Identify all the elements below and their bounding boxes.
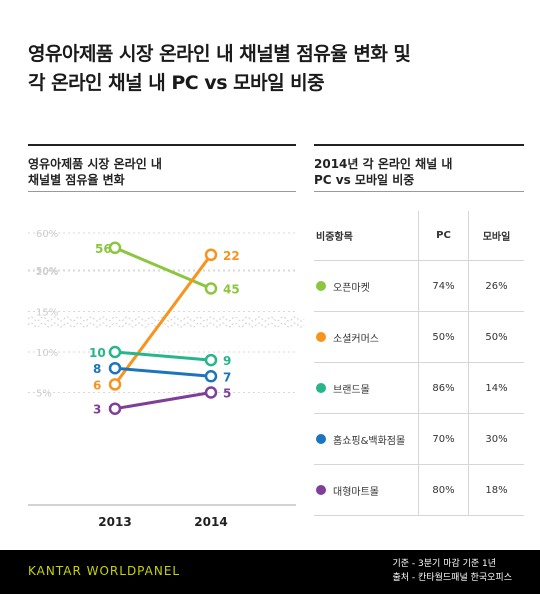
data-point-homeshopping (204, 370, 218, 383)
data-label-social: 22 (223, 249, 240, 263)
chart-title-line2: 채널별 점유율 변화 (28, 173, 125, 187)
row-mobile-share: 50% (468, 312, 524, 362)
row-mobile-share: 18% (468, 465, 524, 515)
series-line-large (114, 391, 212, 411)
line-chart: 5% 10% 15% 20%50% 60% 56 45 6 22 10 9 8 7 3 5 2013 2014 (27, 229, 305, 529)
table-row: 홈쇼핑&백화점몰 70% 30% (314, 414, 524, 465)
y-tick-label: 10% (36, 348, 58, 359)
channel-name: 소셜커머스 (333, 333, 379, 345)
y-tick-label: 60% (36, 229, 58, 240)
channel-name: 오픈마켓 (333, 282, 370, 294)
y-tick-label: 5% (36, 389, 52, 400)
pc-mobile-table: 비중항목 PC 모바일 오픈마켓 74% 26% 소셜커머스 50% 50% 브랜드몰 86%… (314, 211, 524, 516)
data-label-social: 6 (93, 378, 101, 392)
y-tick-label: 20% (36, 267, 58, 278)
table-row: 오픈마켓 74% 26% (314, 261, 524, 312)
legend-dot (316, 281, 326, 291)
y-tick-label: 15% (36, 308, 58, 319)
table-title: 2014년 각 온라인 채널 내 PC vs 모바일 비중 (314, 156, 524, 188)
legend-dot (316, 332, 326, 342)
data-point-large (108, 402, 122, 415)
row-mobile-share: 30% (468, 414, 524, 464)
row-pc-share: 50% (418, 312, 468, 362)
table-title-line2: PC vs 모바일 비중 (314, 173, 415, 187)
y-tick-label: 50% (36, 266, 58, 277)
series-line-homeshopping (114, 366, 212, 378)
legend-dot (316, 485, 326, 495)
source-origin: 출처 - 칸타월드패널 한국오피스 (392, 573, 512, 583)
header-pc: PC (418, 211, 468, 260)
data-point-social (108, 378, 122, 391)
row-channel: 소셜커머스 (314, 330, 418, 345)
data-label-opemarket: 56 (95, 242, 112, 256)
legend-dot (316, 434, 326, 444)
table-title-line1: 2014년 각 온라인 채널 내 (314, 157, 453, 171)
page-title-line1: 영유아제품 시장 온라인 내 채널별 점유율 변화 및 (28, 43, 411, 65)
data-label-brand: 10 (89, 346, 106, 360)
page-title: 영유아제품 시장 온라인 내 채널별 점유율 변화 및 각 온라인 채널 내 P… (28, 40, 518, 98)
data-point-large (204, 386, 218, 399)
channel-name: 홈쇼핑&백화점몰 (333, 435, 406, 447)
channel-name: 브랜드몰 (333, 384, 370, 396)
table-row: 소셜커머스 50% 50% (314, 312, 524, 363)
data-point-brand (108, 345, 122, 359)
row-pc-share: 70% (418, 414, 468, 464)
left-title-rule (28, 191, 296, 192)
row-pc-share: 74% (418, 261, 468, 311)
table-row: 브랜드몰 86% 14% (314, 363, 524, 414)
left-section-rule (28, 144, 296, 146)
channel-name: 대형마트몰 (333, 486, 379, 498)
chart-title-line1: 영유아제품 시장 온라인 내 (28, 157, 162, 171)
data-label-brand: 9 (223, 354, 231, 368)
data-point-opemarket (204, 282, 218, 295)
series-line-opemarket (114, 246, 212, 290)
x-tick-label: 2014 (194, 515, 227, 529)
right-section-rule (314, 144, 524, 146)
series-line-social (113, 253, 213, 386)
header-category: 비중항목 (316, 232, 353, 243)
page-title-line2: 각 온라인 채널 내 PC vs 모바일 비중 (28, 72, 325, 94)
data-point-brand (204, 353, 218, 367)
data-label-homeshopping: 7 (223, 370, 231, 384)
row-pc-share: 86% (418, 363, 468, 413)
data-label-large: 3 (93, 403, 101, 417)
row-channel: 대형마트몰 (314, 483, 418, 498)
axis-break-top (27, 316, 305, 322)
x-tick-label: 2013 (98, 515, 131, 529)
footer: KANTAR WORLDPANEL 기준 - 3분기 마감 기준 1년 출처 -… (0, 550, 540, 594)
data-label-large: 5 (223, 387, 231, 401)
row-channel: 브랜드몰 (314, 381, 418, 396)
header-mobile: 모바일 (468, 211, 524, 260)
table-row: 대형마트몰 80% 18% (314, 465, 524, 516)
table-header-row: 비중항목 PC 모바일 (314, 211, 524, 261)
right-title-rule (314, 191, 524, 192)
source-note: 기준 - 3분기 마감 기준 1년 출처 - 칸타월드패널 한국오피스 (393, 557, 512, 585)
row-pc-share: 80% (418, 465, 468, 515)
axis-break-bottom (27, 322, 305, 328)
data-label-opemarket: 45 (223, 283, 240, 297)
row-mobile-share: 14% (468, 363, 524, 413)
data-point-social (204, 248, 218, 262)
chart-title: 영유아제품 시장 온라인 내 채널별 점유율 변화 (28, 156, 288, 188)
data-label-homeshopping: 8 (93, 362, 101, 376)
data-point-opemarket (108, 241, 122, 255)
row-channel: 홈쇼핑&백화점몰 (314, 432, 418, 447)
data-point-homeshopping (108, 361, 122, 375)
source-basis: 기준 - 3분기 마감 기준 1년 (392, 559, 497, 569)
row-channel: 오픈마켓 (314, 279, 418, 294)
row-mobile-share: 26% (468, 261, 524, 311)
series-line-brand (114, 350, 212, 362)
kantar-worldpanel-logo: KANTAR WORLDPANEL (28, 564, 181, 578)
legend-dot (316, 383, 326, 393)
